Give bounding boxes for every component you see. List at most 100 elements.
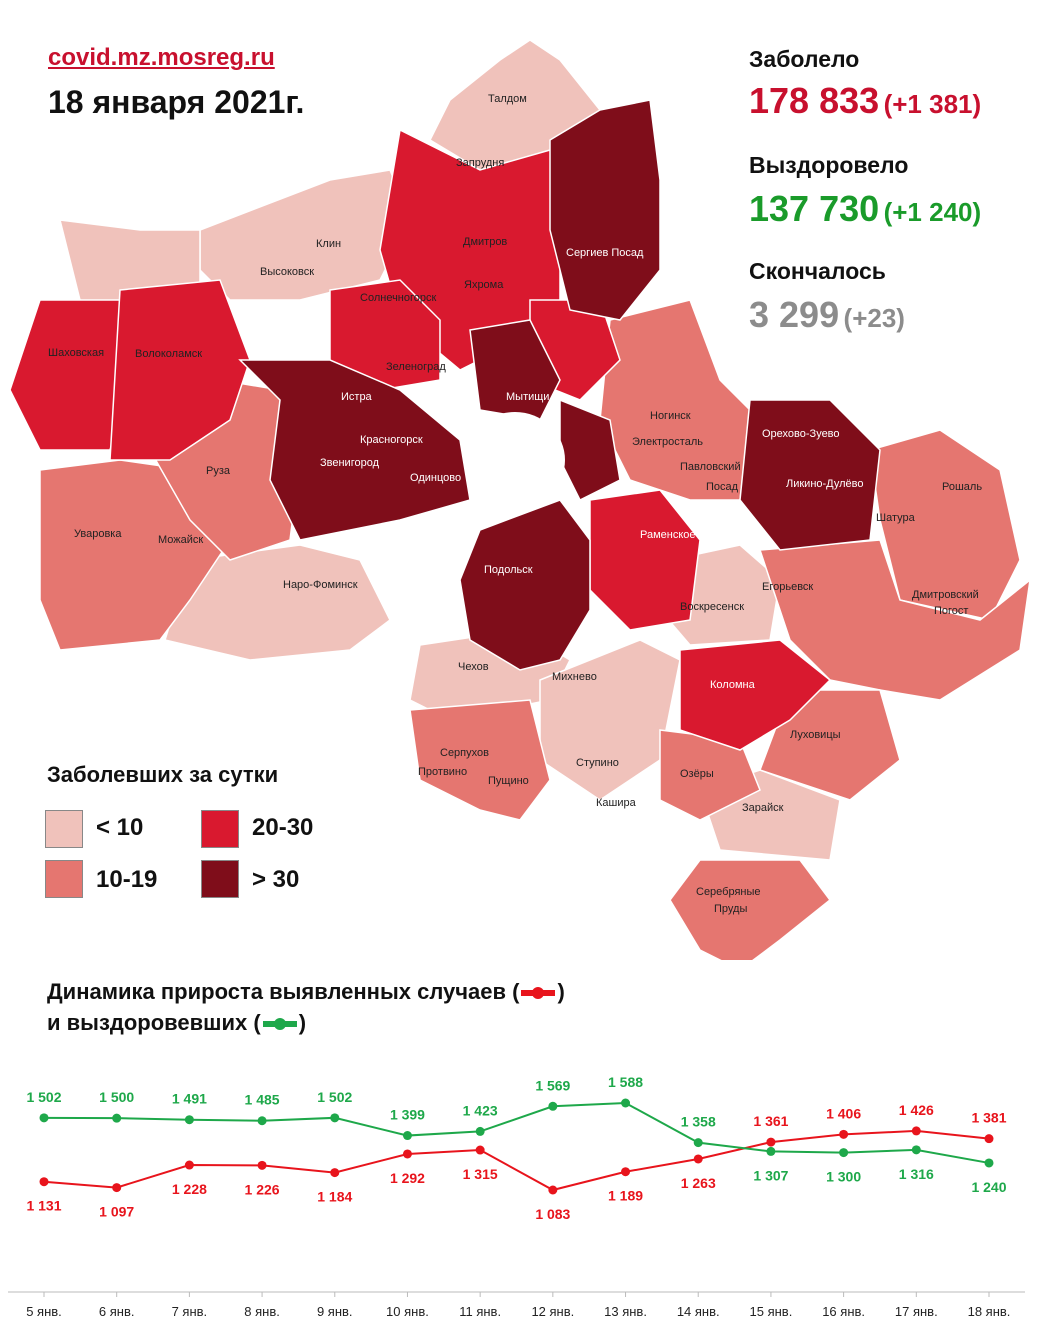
dynamics-title-text2: и выздоровевших ( — [47, 1010, 261, 1035]
recovered-data-label: 1 500 — [99, 1089, 134, 1105]
district-shatura — [869, 429, 1021, 621]
district-istra — [238, 359, 471, 541]
recovered-data-label: 1 240 — [971, 1179, 1006, 1195]
map-label-noginsk: Ногинск — [650, 410, 691, 422]
cases-point — [475, 1145, 485, 1155]
legend-swatch-lt10 — [45, 810, 83, 848]
cases-point — [766, 1137, 776, 1147]
cases-data-label: 1 292 — [390, 1170, 425, 1186]
cases-data-label: 1 361 — [753, 1113, 788, 1129]
cases-data-label: 1 189 — [608, 1188, 643, 1204]
recovered-label: Выздоровело — [749, 152, 909, 178]
cases-data-label: 1 131 — [26, 1198, 61, 1214]
cases-data-label: 1 426 — [899, 1102, 934, 1118]
cases-point — [402, 1149, 412, 1159]
dynamics-title-text1: Динамика прироста выявленных случаев ( — [47, 979, 520, 1004]
recovered-delta: (+1 240) — [883, 197, 982, 227]
map-label-chekhov: Чехов — [458, 661, 489, 673]
cases-data-label: 1 226 — [245, 1181, 280, 1197]
map-label-kolomna: Коломна — [710, 679, 756, 691]
recovered-point — [39, 1113, 49, 1123]
recovered-point — [184, 1115, 194, 1125]
recovered-value: 137 730 — [749, 188, 880, 229]
recovered-data-label: 1 588 — [608, 1074, 643, 1090]
dynamics-title-line2: и выздоровевших () — [47, 1007, 565, 1038]
map-label-dm-pogost-1: Дмитровский — [912, 589, 979, 601]
deaths-label: Скончалось — [749, 258, 886, 284]
map-label-taldom: Талдом — [488, 93, 527, 105]
map-label-elektrostal: Электросталь — [632, 436, 703, 448]
map-label-stupino: Ступино — [576, 757, 619, 769]
map-label-volokolamsk: Волоколамск — [135, 348, 202, 360]
district-klin — [199, 169, 411, 301]
recovered-point — [548, 1101, 558, 1111]
cases-point — [184, 1160, 194, 1170]
source-link[interactable]: covid.mz.mosreg.ru — [48, 44, 275, 71]
recovered-data-label: 1 423 — [463, 1102, 498, 1118]
x-tick-label: 7 янв. — [172, 1304, 208, 1319]
map-label-voskresensk: Воскресенск — [680, 601, 744, 613]
recovered-point — [911, 1145, 921, 1155]
map-label-ozery: Озёры — [680, 768, 714, 780]
recovered-data-label: 1 502 — [317, 1089, 352, 1105]
legend-swatch-20-30 — [201, 810, 239, 848]
deaths-value: 3 299 — [749, 294, 840, 335]
x-tick-label: 15 янв. — [750, 1304, 793, 1319]
legend-label-20-30: 20-30 — [252, 814, 314, 841]
map-label-pavlovsky-posad-1: Павловский — [680, 461, 741, 473]
region-map: Талдом Запрудня Дмитров Яхрома Сергиев П… — [9, 39, 1032, 960]
map-label-shakhovskaya: Шаховская — [48, 347, 104, 359]
map-label-zelenograd: Зеленоград — [386, 361, 446, 373]
map-label-zvenigorod: Звенигород — [320, 457, 380, 469]
moscow-area — [465, 412, 565, 508]
cases-point — [911, 1126, 921, 1136]
x-tick-label: 18 янв. — [968, 1304, 1011, 1319]
district-kolomna — [679, 639, 832, 751]
cases-data-label: 1 406 — [826, 1105, 861, 1121]
map-label-mikhnevo: Михнево — [552, 671, 597, 683]
infected-delta: (+1 381) — [883, 89, 982, 119]
map-label-protvino: Протвино — [418, 766, 467, 778]
cases-data-label: 1 263 — [681, 1175, 716, 1191]
map-label-ruza: Руза — [206, 465, 231, 477]
map-label-odintsovo: Одинцово — [410, 472, 461, 484]
cases-data-label: 1 315 — [463, 1166, 498, 1182]
recovered-line — [43, 1101, 990, 1164]
infected-stat: 178 833 (+1 381) — [749, 80, 981, 122]
map-label-orekhovo-zuevo: Орехово-Зуево — [762, 428, 840, 440]
recovered-point — [621, 1098, 631, 1108]
cases-line — [43, 1129, 990, 1192]
recovered-point — [839, 1148, 849, 1158]
map-label-shatura: Шатура — [876, 512, 916, 524]
recovered-point — [693, 1138, 703, 1148]
recovered-data-label: 1 502 — [26, 1089, 61, 1105]
dynamics-title: Динамика прироста выявленных случаев () … — [47, 976, 565, 1038]
district-serebryanye-prudy — [669, 859, 832, 960]
recovered-point — [475, 1126, 485, 1136]
dynamics-title-end1: ) — [557, 979, 565, 1004]
cases-point — [984, 1134, 994, 1144]
map-label-zaprudnya: Запрудня — [456, 157, 504, 169]
recovered-point — [402, 1131, 412, 1141]
x-tick-label: 16 янв. — [822, 1304, 865, 1319]
recovered-data-label: 1 485 — [245, 1092, 280, 1108]
x-tick-label: 13 янв. — [604, 1304, 647, 1319]
recovered-data-label: 1 569 — [535, 1077, 570, 1093]
legend-title: Заболевших за сутки — [47, 762, 279, 787]
cases-data-label: 1 228 — [172, 1181, 207, 1197]
recovered-point — [112, 1113, 122, 1123]
district-naro-fominsk — [164, 544, 391, 661]
map-label-dm-pogost-2: Погост — [934, 605, 968, 617]
map-label-naro-fominsk: Наро-Фоминск — [283, 579, 358, 591]
recovered-data-label: 1 491 — [172, 1091, 207, 1107]
recovered-data-label: 1 358 — [681, 1114, 716, 1130]
recovered-data-label: 1 316 — [899, 1166, 934, 1182]
cases-point — [112, 1183, 122, 1193]
district-volokolamsk — [109, 279, 251, 461]
x-tick-label: 8 янв. — [244, 1304, 280, 1319]
report-date: 18 января 2021г. — [48, 84, 305, 120]
map-label-sergiev-posad: Сергиев Посад — [566, 247, 644, 259]
recovered-point — [330, 1113, 340, 1123]
district-egorievsk — [758, 539, 1032, 701]
x-tick-label: 17 янв. — [895, 1304, 938, 1319]
